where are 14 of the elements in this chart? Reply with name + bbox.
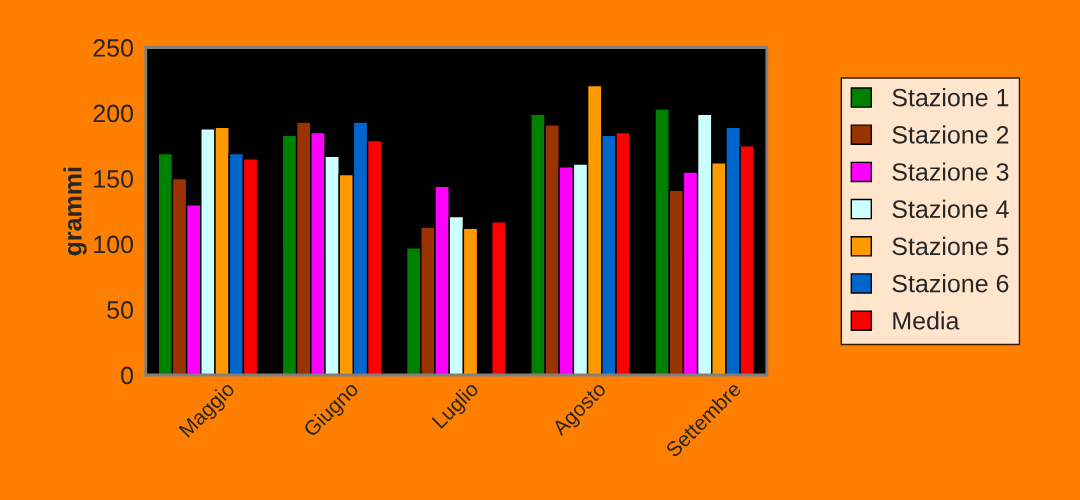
legend-label: Media [893,311,960,330]
y-axis-title: grammi [63,167,87,256]
y-tick-label: 50 [107,301,134,319]
y-tick-label: 100 [94,235,134,254]
legend-label: Stazione 5 [892,236,1009,256]
legend-label: Stazione 1 [892,88,1009,107]
legend-label: Stazione 6 [892,274,1009,293]
legend-label: Stazione 3 [892,162,1009,181]
y-tick-label: 200 [93,104,134,123]
legend-label: Stazione 4 [892,199,1009,219]
legend-label: Stazione 2 [892,125,1009,144]
y-tick-label: 0 [121,366,134,385]
y-tick-label: 150 [94,170,134,188]
y-tick-label: 250 [93,39,134,57]
